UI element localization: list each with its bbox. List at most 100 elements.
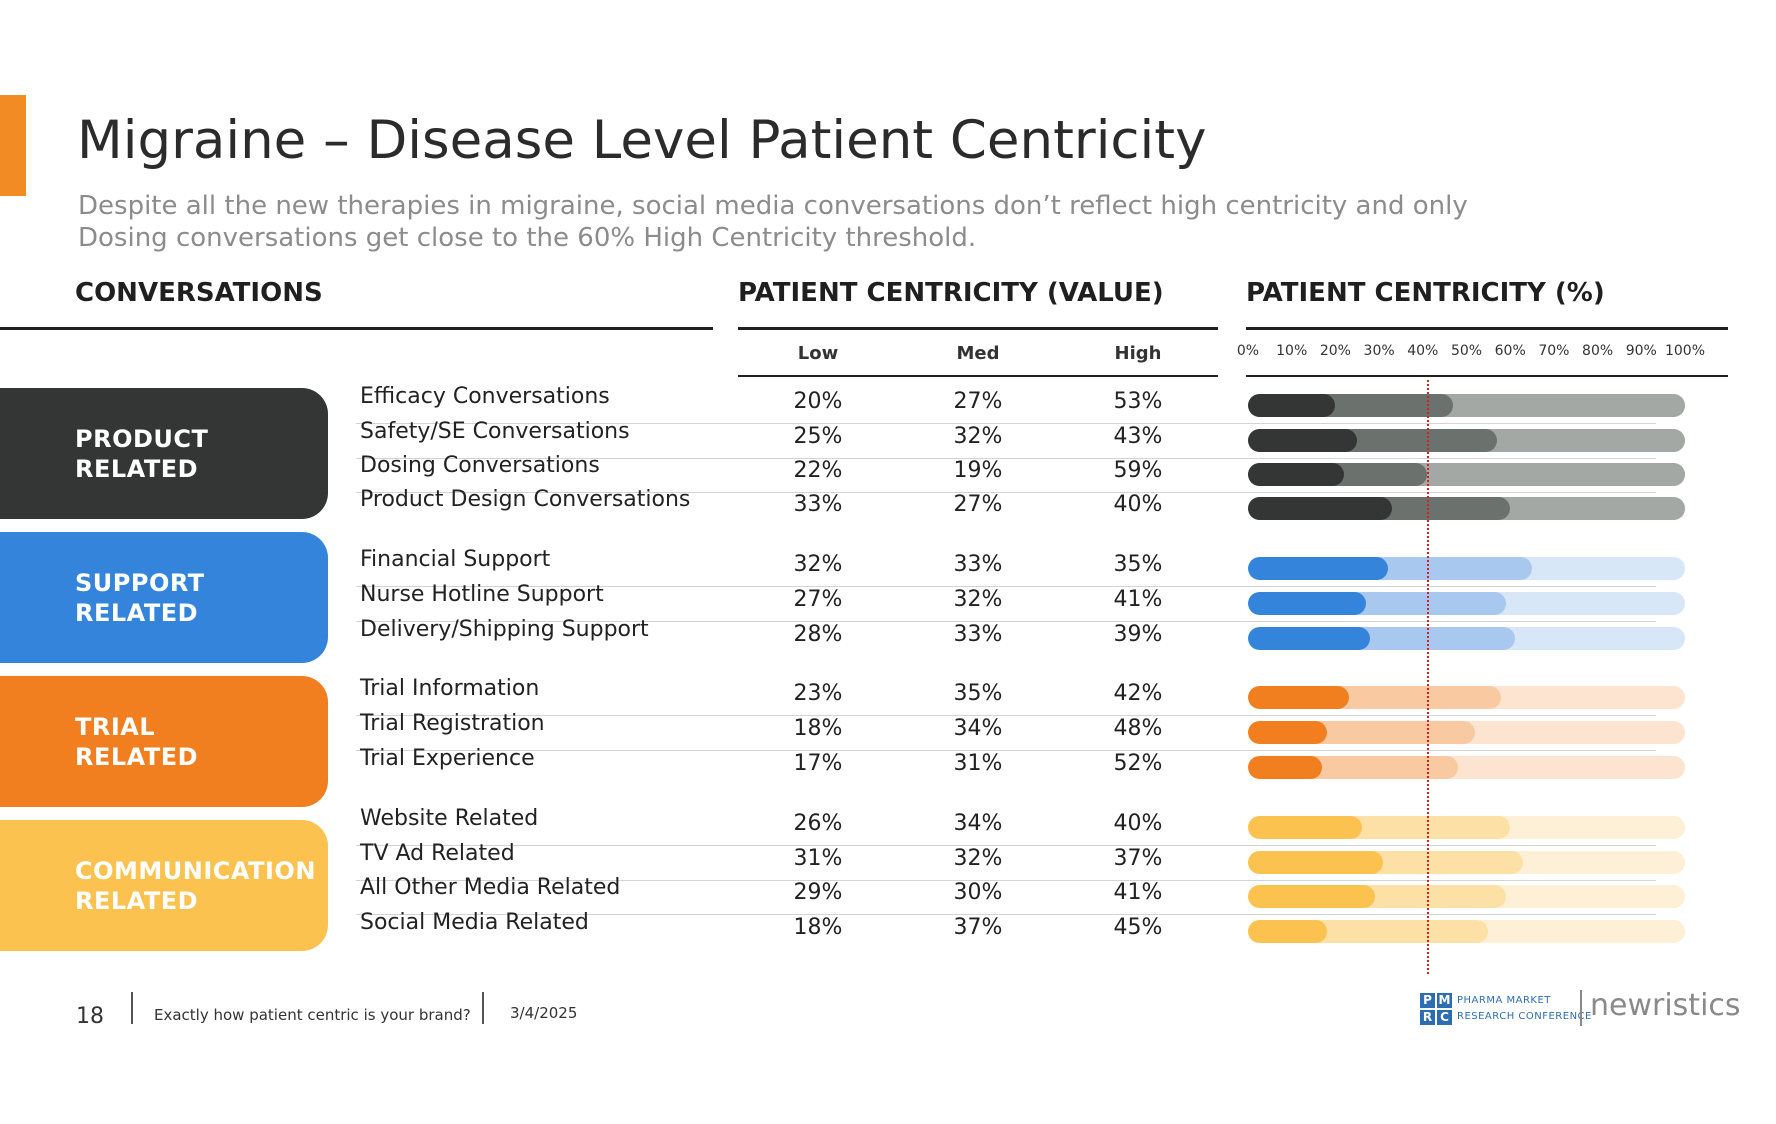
- group-label: PRODUCT RELATED: [75, 424, 209, 483]
- row-label: All Other Media Related: [360, 875, 621, 900]
- pmrc-letter: M: [1437, 993, 1452, 1008]
- row-label: Website Related: [360, 806, 539, 831]
- bar-segment-low: [1248, 816, 1362, 839]
- footer-divider: [131, 992, 133, 1024]
- row-label: Dosing Conversations: [360, 453, 600, 478]
- page-number: 18: [76, 1004, 104, 1029]
- stacked-bar: [1248, 497, 1685, 520]
- bar-segment-low: [1248, 497, 1393, 520]
- value-high: 40%: [1113, 492, 1163, 517]
- value-med: 32%: [953, 846, 1003, 871]
- row-separator: [356, 621, 1656, 622]
- axis-tick-label: 100%: [1664, 343, 1706, 359]
- stacked-bar: [1248, 394, 1685, 417]
- axis-tick-label: 80%: [1582, 343, 1614, 359]
- bar-segment-low: [1248, 394, 1336, 417]
- row-separator: [356, 914, 1656, 915]
- group-box: TRIAL RELATED: [0, 676, 328, 807]
- stacked-bar: [1248, 851, 1685, 874]
- value-high: 37%: [1113, 846, 1163, 871]
- row-label: Social Media Related: [360, 910, 589, 935]
- page-subtitle: Despite all the new therapies in migrain…: [78, 191, 1468, 253]
- group-box: COMMUNICATION RELATED: [0, 820, 328, 951]
- stacked-bar: [1248, 686, 1685, 709]
- axis-tick-label: 20%: [1319, 343, 1351, 359]
- group-box: PRODUCT RELATED: [0, 388, 328, 519]
- value-med: 30%: [953, 880, 1003, 905]
- bar-segment-low: [1248, 686, 1349, 709]
- value-med: 31%: [953, 751, 1003, 776]
- value-low: 33%: [793, 492, 843, 517]
- value-high: 53%: [1113, 389, 1163, 414]
- axis-tick-label: 10%: [1276, 343, 1308, 359]
- percent-rule-bottom: [1246, 375, 1728, 377]
- group-label: SUPPORT RELATED: [75, 568, 205, 627]
- bar-segment-low: [1248, 463, 1345, 486]
- pmrc-letter: R: [1420, 1010, 1435, 1025]
- value-low: 25%: [793, 424, 843, 449]
- row-label: TV Ad Related: [360, 841, 515, 866]
- value-high: 41%: [1113, 587, 1163, 612]
- value-low: 18%: [793, 915, 843, 940]
- med-column-header: Med: [956, 343, 1000, 364]
- group-box: SUPPORT RELATED: [0, 532, 328, 663]
- value-high: 59%: [1113, 458, 1163, 483]
- row-label: Trial Experience: [360, 746, 535, 771]
- newristics-logo: newristics: [1590, 988, 1741, 1023]
- row-separator: [356, 458, 1656, 459]
- axis-tick-label: 40%: [1407, 343, 1439, 359]
- bar-segment-low: [1248, 429, 1358, 452]
- axis-tick-label: 60%: [1494, 343, 1526, 359]
- bar-segment-low: [1248, 920, 1327, 943]
- value-med: 34%: [953, 811, 1003, 836]
- value-high: 43%: [1113, 424, 1163, 449]
- value-high: 45%: [1113, 915, 1163, 940]
- value-rule-top: [738, 327, 1218, 330]
- value-med: 37%: [953, 915, 1003, 940]
- value-low: 18%: [793, 716, 843, 741]
- value-low: 26%: [793, 811, 843, 836]
- row-label: Trial Registration: [360, 711, 545, 736]
- row-separator: [356, 492, 1656, 493]
- value-low: 27%: [793, 587, 843, 612]
- axis-tick-label: 50%: [1450, 343, 1483, 359]
- row-separator: [356, 750, 1656, 751]
- value-high: 40%: [1113, 811, 1163, 836]
- value-rule-bottom: [738, 375, 1218, 377]
- axis-tick-label: 0%: [1236, 343, 1260, 359]
- pmrc-letter: P: [1420, 993, 1435, 1008]
- row-separator: [356, 715, 1656, 716]
- row-label: Nurse Hotline Support: [360, 582, 604, 607]
- row-label: Financial Support: [360, 547, 551, 572]
- bar-segment-low: [1248, 627, 1371, 650]
- value-med: 34%: [953, 716, 1003, 741]
- group-label: COMMUNICATION RELATED: [75, 856, 316, 915]
- percent-rule-top: [1246, 327, 1728, 330]
- page-title: Migraine – Disease Level Patient Centric…: [77, 110, 1207, 171]
- axis-tick-label: 30%: [1363, 343, 1395, 359]
- value-med: 35%: [953, 681, 1003, 706]
- row-label: Safety/SE Conversations: [360, 419, 630, 444]
- conversations-rule: [0, 327, 713, 330]
- stacked-bar: [1248, 557, 1685, 580]
- group-label: TRIAL RELATED: [75, 712, 199, 771]
- value-med: 32%: [953, 587, 1003, 612]
- logo-divider: [1580, 990, 1582, 1026]
- threshold-line: [1427, 380, 1430, 974]
- footer-tagline: Exactly how patient centric is your bran…: [154, 1006, 471, 1024]
- value-high: 52%: [1113, 751, 1163, 776]
- row-label: Trial Information: [360, 676, 540, 701]
- footer-date: 3/4/2025: [510, 1004, 578, 1022]
- value-med: 19%: [953, 458, 1003, 483]
- value-med: 27%: [953, 389, 1003, 414]
- value-low: 31%: [793, 846, 843, 871]
- pmrc-line2: RESEARCH CONFERENCE: [1457, 1011, 1592, 1022]
- pmrc-line1: PHARMA MARKET: [1457, 995, 1551, 1006]
- stacked-bar: [1248, 429, 1685, 452]
- footer-divider: [482, 992, 484, 1024]
- value-high: 48%: [1113, 716, 1163, 741]
- stacked-bar: [1248, 592, 1685, 615]
- stacked-bar: [1248, 756, 1685, 779]
- value-low: 29%: [793, 880, 843, 905]
- row-label: Delivery/Shipping Support: [360, 617, 649, 642]
